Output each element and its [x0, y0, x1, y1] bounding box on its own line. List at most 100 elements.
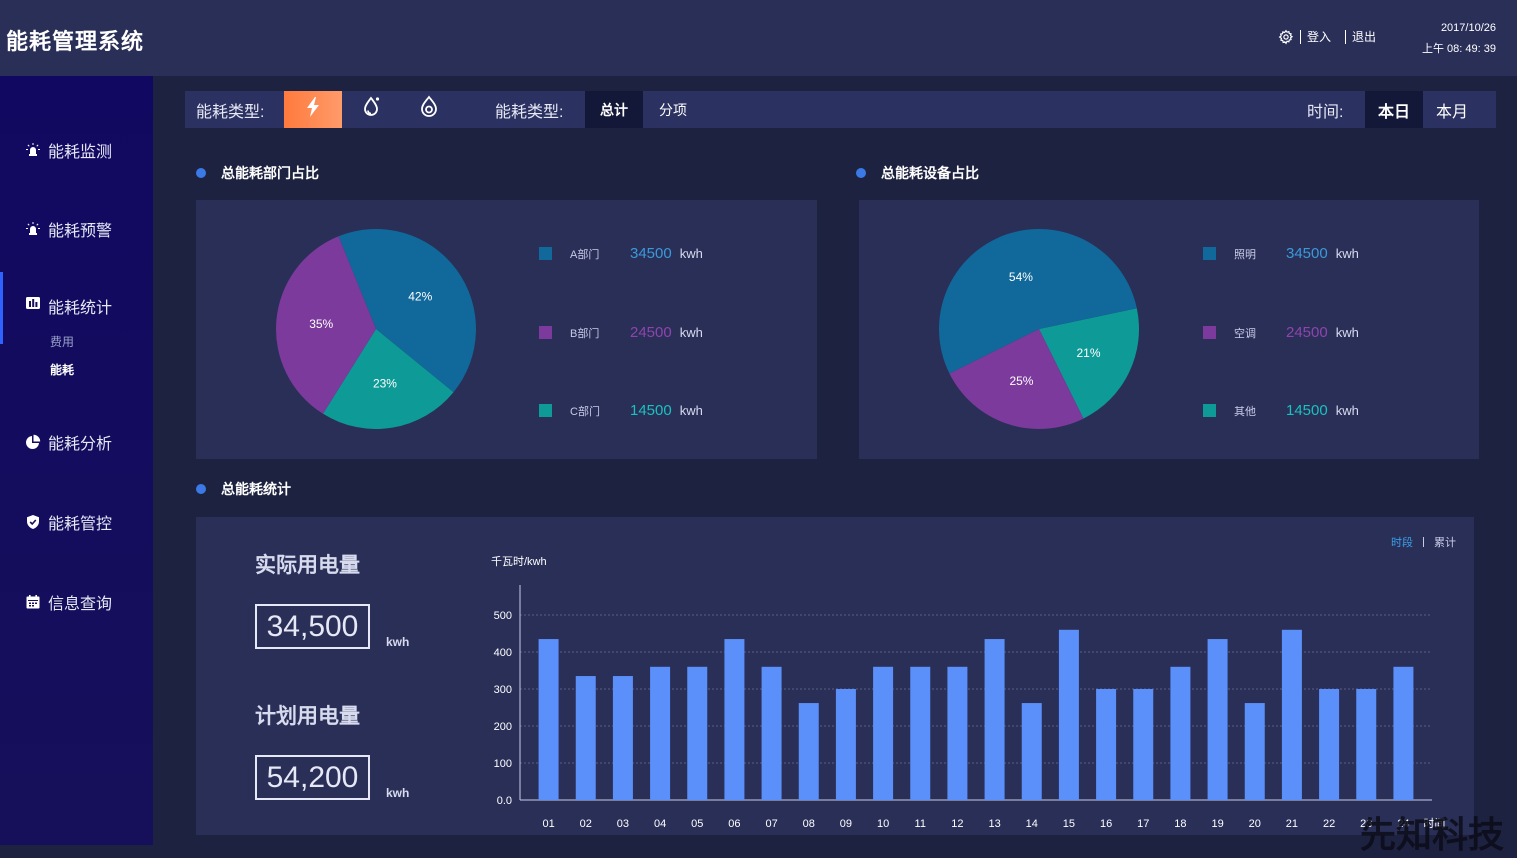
legend-name: C部门 — [570, 405, 600, 418]
legend-name: 其他 — [1234, 405, 1256, 418]
filter-toolbar: 能耗类型: 能耗类型: 总计 分项 时间: 本日 本月 — [185, 91, 1496, 128]
app-title: 能耗管理系统 — [6, 29, 145, 54]
divider — [1423, 537, 1424, 547]
dept-pie-chart: 42% 23% 35% — [276, 229, 476, 429]
x-tick-label: 17 — [1137, 818, 1149, 830]
sidebar-subitem-cost[interactable]: 费用 — [50, 335, 75, 349]
pie-chart-icon — [24, 433, 42, 451]
y-axis-label: 千瓦时/kwh — [491, 555, 547, 568]
device-pie-panel: 21% 25% 54% 照明 34500 kwh 空调 24500 kwh 其他 1… — [859, 200, 1479, 459]
legend-swatch — [539, 247, 552, 260]
bar — [687, 666, 708, 800]
logout-link[interactable]: 退出 — [1352, 30, 1377, 44]
sidebar-item-label: 能耗管控 — [48, 516, 113, 533]
sidebar-subitem-energy[interactable]: 能耗 — [50, 363, 75, 377]
x-tick-label: 09 — [840, 818, 852, 830]
legend-value: 34500 — [1286, 245, 1328, 262]
toggle-cumulative[interactable]: 累计 — [1434, 537, 1456, 549]
legend-item-other: 其他 14500 kwh — [1203, 402, 1359, 419]
bar — [538, 639, 559, 800]
top-header: 能耗管理系统 登入 退出 2017/10/26 上午 08: 49: 39 — [0, 0, 1517, 76]
legend-swatch — [1203, 247, 1216, 260]
legend-swatch — [1203, 326, 1216, 339]
x-tick-label: 12 — [951, 818, 963, 830]
x-tick-label: 15 — [1063, 818, 1075, 830]
x-tick-label: 13 — [988, 818, 1000, 830]
divider — [1345, 29, 1347, 44]
sidebar-item-warning[interactable]: 能耗预警 — [0, 214, 153, 244]
planned-usage-label: 计划用电量 — [255, 705, 360, 728]
legend-unit: kwh — [1335, 246, 1359, 261]
sidebar-item-control[interactable]: 能耗管控 — [0, 507, 153, 537]
y-tick-label: 0.0 — [497, 795, 512, 807]
electricity-type-button[interactable] — [284, 91, 342, 128]
sidebar-item-statistics[interactable]: 能耗统计 — [0, 272, 153, 344]
bar-chart-icon — [24, 294, 42, 312]
shield-icon — [24, 513, 42, 531]
x-tick-label: 19 — [1211, 818, 1223, 830]
bar — [1356, 689, 1377, 800]
bullet-dot — [856, 168, 866, 178]
actual-usage-unit: kwh — [386, 635, 410, 649]
sidebar-item-query[interactable]: 信息查询 — [0, 587, 153, 617]
legend-value: 24500 — [1286, 324, 1328, 341]
pie-slice — [276, 236, 376, 414]
bar — [761, 666, 782, 800]
category-subitem-tab[interactable]: 分项 — [659, 101, 687, 118]
water-drop-icon — [360, 95, 382, 124]
legend-unit: kwh — [679, 246, 703, 261]
pie-slice — [1039, 308, 1139, 419]
time-today-tab[interactable]: 本日 — [1365, 91, 1423, 128]
x-tick-label: 07 — [765, 818, 777, 830]
bar — [650, 666, 671, 800]
electricity-icon — [305, 97, 321, 122]
x-tick-label: 03 — [617, 818, 629, 830]
legend-unit: kwh — [679, 325, 703, 340]
legend-name: A部门 — [570, 248, 600, 261]
legend-swatch — [539, 326, 552, 339]
legend-name: 照明 — [1234, 248, 1256, 261]
sidebar-item-label: 能耗分析 — [48, 436, 113, 453]
category-total-tab[interactable]: 总计 — [585, 91, 643, 128]
current-time: 上午 08: 49: 39 — [1422, 43, 1496, 55]
toggle-period[interactable]: 时段 — [1391, 537, 1413, 549]
bar — [575, 676, 596, 800]
pie-slice — [323, 329, 454, 429]
sidebar-item-monitoring[interactable]: 能耗监测 — [0, 135, 153, 165]
planned-usage-unit: kwh — [386, 786, 410, 800]
bar — [1281, 629, 1302, 800]
calendar-icon — [24, 593, 42, 611]
x-tick-label: 21 — [1286, 818, 1298, 830]
y-tick-label: 300 — [494, 684, 512, 696]
y-tick-label: 400 — [494, 647, 512, 659]
bar — [1096, 689, 1117, 800]
login-link[interactable]: 登入 — [1307, 30, 1332, 44]
x-tick-label: 06 — [728, 818, 740, 830]
device-section-title: 总能耗设备占比 — [856, 163, 979, 183]
bar — [1021, 703, 1042, 800]
time-month-tab[interactable]: 本月 — [1435, 103, 1468, 121]
x-tick-label: 02 — [580, 818, 592, 830]
pie-slice-label: 23% — [373, 376, 397, 390]
x-tick-label: 22 — [1323, 818, 1335, 830]
x-tick-label: 05 — [691, 818, 703, 830]
legend-name: 空调 — [1234, 327, 1256, 340]
settings-gear-icon[interactable] — [1278, 29, 1294, 45]
legend-item-lighting: 照明 34500 kwh — [1203, 245, 1359, 262]
gas-type-button[interactable] — [400, 91, 458, 128]
section-title-text: 总能耗设备占比 — [881, 165, 979, 181]
water-type-button[interactable] — [342, 91, 400, 128]
x-tick-label: 16 — [1100, 818, 1112, 830]
bar — [798, 703, 819, 800]
sidebar-item-label: 能耗统计 — [48, 300, 113, 317]
hourly-bar-chart: 千瓦时/kwh 0.0 100 200 300 400 500 01 02 03 04 05 06 07 0… — [491, 555, 1445, 830]
bar — [1058, 629, 1079, 800]
sidebar-item-label: 信息查询 — [48, 596, 113, 613]
sidebar-item-analysis[interactable]: 能耗分析 — [0, 427, 153, 457]
legend-item-dept-c: C部门 14500 kwh — [539, 402, 703, 419]
bar — [724, 639, 745, 800]
bar — [984, 639, 1005, 800]
pie-slice — [338, 229, 476, 393]
pie-slice-label: 21% — [1077, 346, 1101, 360]
legend-value: 24500 — [630, 324, 672, 341]
